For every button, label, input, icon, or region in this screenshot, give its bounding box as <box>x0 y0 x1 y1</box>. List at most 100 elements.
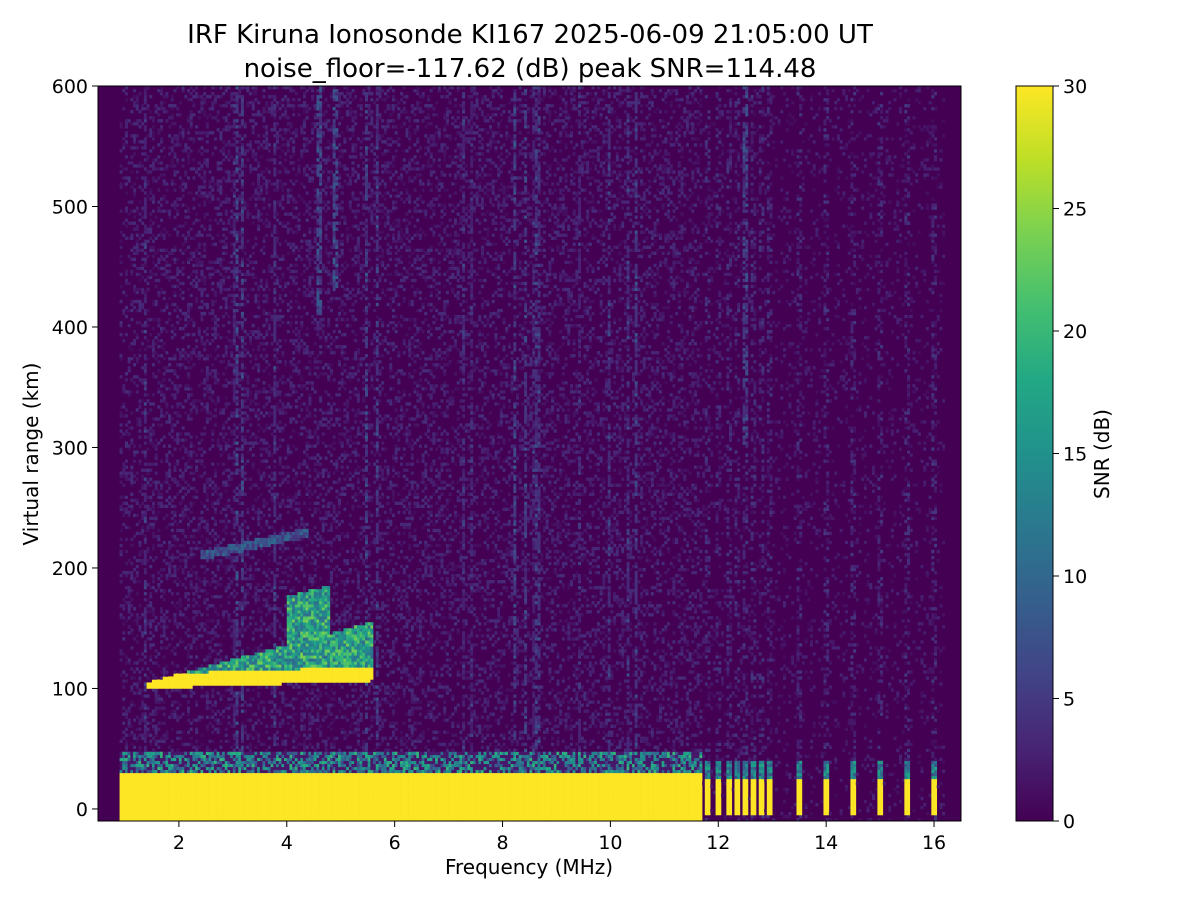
heatmap-cell <box>133 375 136 378</box>
heatmap-cell <box>147 694 150 697</box>
heatmap-cell <box>133 535 136 538</box>
heatmap-cell <box>171 113 174 116</box>
heatmap-cell <box>236 426 239 429</box>
heatmap-cell <box>230 634 233 637</box>
heatmap-cell <box>138 550 141 553</box>
heatmap-cell <box>246 688 249 691</box>
heatmap-cell <box>168 523 171 526</box>
heatmap-cell <box>195 261 198 264</box>
heatmap-cell <box>149 788 152 791</box>
heatmap-cell <box>171 429 174 432</box>
heatmap-cell <box>206 767 209 770</box>
heatmap-cell <box>225 288 228 291</box>
heatmap-cell <box>160 197 163 200</box>
heatmap-cell <box>195 592 198 595</box>
heatmap-cell <box>160 384 163 387</box>
heatmap-cell <box>225 125 228 128</box>
heatmap-cell <box>217 441 220 444</box>
heatmap-cell <box>165 785 168 788</box>
heatmap-cell <box>222 758 225 761</box>
heatmap-cell <box>238 146 241 149</box>
heatmap-cell <box>174 354 177 357</box>
heatmap-cell <box>252 432 255 435</box>
heatmap-cell <box>203 203 206 206</box>
heatmap-cell <box>133 782 136 785</box>
heatmap-cell <box>155 351 158 354</box>
heatmap-cell <box>236 764 239 767</box>
heatmap-cell <box>144 800 147 803</box>
heatmap-cell <box>241 809 244 812</box>
heatmap-cell <box>209 800 212 803</box>
heatmap-cell <box>217 670 220 673</box>
heatmap-cell <box>187 375 190 378</box>
heatmap-cell <box>244 598 247 601</box>
heatmap-cell <box>133 676 136 679</box>
heatmap-cell <box>192 222 195 225</box>
heatmap-cell <box>168 809 171 812</box>
heatmap-cell <box>155 375 158 378</box>
heatmap-cell <box>246 417 249 420</box>
heatmap-cell <box>222 116 225 119</box>
heatmap-cell <box>122 770 125 773</box>
heatmap-cell <box>200 755 203 758</box>
heatmap-cell <box>227 673 230 676</box>
heatmap-cell <box>133 767 136 770</box>
heatmap-cell <box>206 378 209 381</box>
heatmap-cell <box>149 345 152 348</box>
heatmap-cell <box>249 809 252 812</box>
heatmap-cell <box>200 273 203 276</box>
heatmap-cell <box>233 203 236 206</box>
heatmap-cell <box>184 586 187 589</box>
heatmap-cell <box>128 661 131 664</box>
heatmap-cell <box>249 767 252 770</box>
heatmap-cell <box>157 571 160 574</box>
heatmap-cell <box>157 167 160 170</box>
heatmap-cell <box>211 773 214 776</box>
heatmap-cell <box>225 432 228 435</box>
heatmap-cell <box>206 541 209 544</box>
heatmap-cell <box>182 767 185 770</box>
heatmap-cell <box>122 707 125 710</box>
heatmap-cell <box>236 701 239 704</box>
heatmap-cell <box>233 411 236 414</box>
heatmap-cell <box>252 399 255 402</box>
heatmap-cell <box>227 231 230 234</box>
heatmap-cell <box>230 776 233 779</box>
heatmap-cell <box>198 806 201 809</box>
heatmap-cell <box>157 809 160 812</box>
heatmap-cell <box>122 767 125 770</box>
heatmap-cell <box>195 544 198 547</box>
heatmap-cell <box>147 791 150 794</box>
heatmap-cell <box>184 487 187 490</box>
heatmap-cell <box>252 288 255 291</box>
heatmap-cell <box>244 348 247 351</box>
heatmap-cell <box>155 417 158 420</box>
heatmap-cell <box>236 493 239 496</box>
heatmap-cell <box>179 782 182 785</box>
heatmap-cell <box>133 188 136 191</box>
heatmap-cell <box>214 679 217 682</box>
heatmap-cell <box>241 210 244 213</box>
heatmap-cell <box>190 761 193 764</box>
heatmap-cell <box>246 550 249 553</box>
heatmap-cell <box>214 294 217 297</box>
heatmap-cell <box>236 472 239 475</box>
heatmap-cell <box>141 264 144 267</box>
heatmap-cell <box>222 408 225 411</box>
heatmap-cell <box>160 619 163 622</box>
heatmap-cell <box>171 381 174 384</box>
heatmap-cell <box>122 475 125 478</box>
heatmap-cell <box>249 785 252 788</box>
heatmap-cell <box>246 441 249 444</box>
heatmap-cell <box>227 740 230 743</box>
heatmap-cell <box>190 487 193 490</box>
heatmap-cell <box>192 764 195 767</box>
heatmap-cell <box>144 529 147 532</box>
heatmap-cell <box>209 664 212 667</box>
heatmap-cell <box>211 131 214 134</box>
heatmap-cell <box>157 294 160 297</box>
heatmap-cell <box>130 809 133 812</box>
heatmap-cell <box>165 779 168 782</box>
heatmap-cell <box>225 384 228 387</box>
heatmap-cell <box>190 441 193 444</box>
